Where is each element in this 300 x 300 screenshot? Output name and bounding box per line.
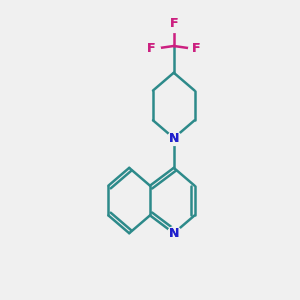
Text: N: N bbox=[169, 132, 179, 145]
Text: F: F bbox=[192, 42, 200, 56]
Text: N: N bbox=[169, 227, 179, 240]
Text: N: N bbox=[169, 227, 179, 240]
Text: F: F bbox=[192, 42, 200, 56]
Text: F: F bbox=[169, 17, 178, 30]
Text: F: F bbox=[169, 17, 178, 30]
Text: N: N bbox=[169, 132, 179, 145]
Text: F: F bbox=[147, 42, 156, 56]
Text: F: F bbox=[147, 42, 156, 56]
